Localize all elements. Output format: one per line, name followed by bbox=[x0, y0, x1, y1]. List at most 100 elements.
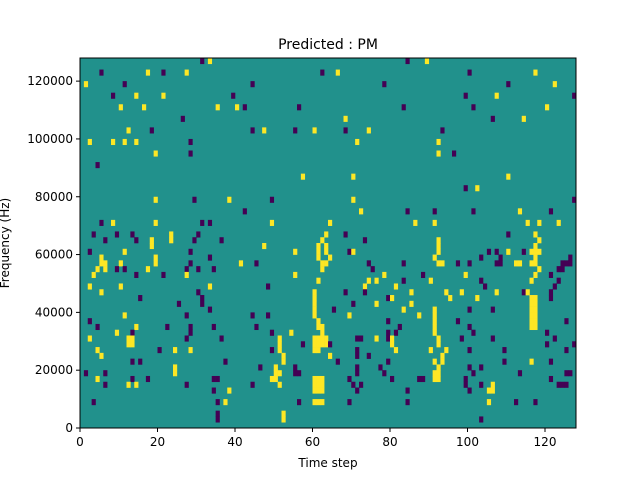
heatmap-cell bbox=[467, 323, 472, 331]
heatmap-cell bbox=[374, 277, 379, 284]
heatmap-cell bbox=[432, 208, 437, 215]
heatmap-cell bbox=[455, 260, 461, 267]
heatmap-cell bbox=[320, 266, 325, 273]
heatmap-cell bbox=[320, 323, 325, 331]
heatmap-cell bbox=[355, 347, 360, 354]
heatmap-cell bbox=[494, 260, 499, 267]
heatmap-cell bbox=[320, 329, 325, 336]
heatmap-cell bbox=[378, 364, 383, 371]
heatmap-cell bbox=[312, 289, 317, 296]
heatmap-cell bbox=[533, 254, 538, 261]
heatmap-cell bbox=[262, 127, 267, 134]
heatmap-cell bbox=[165, 323, 170, 331]
heatmap-cell bbox=[91, 399, 96, 406]
heatmap-cell bbox=[316, 254, 321, 261]
heatmap-cell bbox=[529, 277, 534, 284]
heatmap-cell bbox=[312, 295, 317, 302]
heatmap-cell bbox=[188, 347, 193, 354]
x-tick-label: 60 bbox=[305, 435, 320, 449]
heatmap-cell bbox=[409, 300, 414, 307]
heatmap-cell bbox=[467, 306, 472, 313]
heatmap-cell bbox=[297, 104, 302, 111]
heatmap-cell bbox=[196, 289, 201, 296]
heatmap-cell bbox=[111, 219, 116, 226]
heatmap-cell bbox=[328, 341, 333, 348]
heatmap-cell bbox=[397, 323, 402, 331]
heatmap-cell bbox=[525, 219, 530, 226]
heatmap-cell bbox=[421, 271, 426, 278]
heatmap-cell bbox=[471, 329, 476, 336]
heatmap-cell bbox=[393, 347, 399, 354]
heatmap-cell bbox=[293, 127, 298, 134]
heatmap-cell bbox=[347, 399, 352, 406]
x-axis-ticks: 0 20 40 60 80 100 120 bbox=[76, 428, 556, 449]
heatmap-cell bbox=[486, 387, 492, 394]
heatmap-cell bbox=[114, 266, 120, 273]
heatmap-cell bbox=[118, 104, 123, 111]
heatmap-cell bbox=[316, 341, 321, 348]
heatmap-cell bbox=[552, 283, 557, 290]
heatmap-cell bbox=[355, 387, 360, 394]
heatmap-cell bbox=[320, 381, 325, 388]
heatmap-cell bbox=[188, 329, 193, 336]
heatmap-cell bbox=[421, 375, 426, 383]
heatmap-cell bbox=[91, 231, 96, 238]
heatmap-cell bbox=[126, 127, 131, 134]
heatmap-cell bbox=[219, 335, 224, 342]
heatmap-cell bbox=[564, 260, 569, 267]
heatmap-cell bbox=[347, 248, 352, 255]
heatmap-cell bbox=[401, 306, 406, 313]
heatmap-cell bbox=[95, 323, 100, 331]
heatmap-cell bbox=[312, 335, 317, 342]
heatmap-cell bbox=[405, 208, 410, 215]
heatmap-cell bbox=[490, 335, 495, 342]
heatmap-cell bbox=[463, 381, 468, 388]
heatmap-cell bbox=[281, 352, 286, 359]
heatmap-cell bbox=[223, 358, 228, 365]
heatmap-cell bbox=[479, 381, 484, 388]
heatmap-cell bbox=[111, 138, 116, 146]
heatmap-cell bbox=[277, 341, 282, 348]
heatmap-cell bbox=[572, 341, 577, 348]
heatmap-cell bbox=[529, 260, 534, 267]
heatmap-cell bbox=[386, 329, 391, 336]
heatmap-cell bbox=[200, 300, 205, 307]
heatmap-cell bbox=[238, 260, 244, 267]
heatmap-cell bbox=[494, 248, 499, 255]
heatmap-cell bbox=[502, 358, 507, 365]
heatmap-cell bbox=[529, 318, 534, 325]
heatmap-cell bbox=[459, 335, 464, 342]
heatmap-cell bbox=[122, 81, 127, 88]
heatmap-cell bbox=[343, 231, 348, 238]
heatmap-cell bbox=[114, 231, 120, 238]
heatmap-cell bbox=[506, 248, 511, 255]
x-axis-label: Time step bbox=[297, 456, 357, 470]
heatmap-cell bbox=[467, 387, 472, 394]
y-axis-ticks: 0 20000 40000 60000 80000 100000 120000 bbox=[27, 74, 80, 435]
heatmap-cell bbox=[479, 277, 484, 284]
heatmap-cell bbox=[401, 104, 406, 111]
heatmap-cell bbox=[382, 370, 387, 377]
heatmap-cell bbox=[145, 69, 151, 76]
heatmap-cell bbox=[111, 92, 116, 99]
heatmap-cell bbox=[250, 127, 255, 134]
heatmap-cell bbox=[529, 312, 534, 319]
heatmap-cell bbox=[320, 341, 325, 348]
heatmap-cell bbox=[324, 243, 329, 250]
heatmap-cell bbox=[436, 243, 441, 250]
heatmap-cell bbox=[130, 375, 135, 383]
heatmap-cell bbox=[335, 358, 340, 365]
heatmap-cell bbox=[382, 81, 387, 88]
heatmap-cell bbox=[432, 375, 437, 383]
heatmap-cell bbox=[215, 410, 220, 417]
heatmap-cell bbox=[463, 185, 468, 192]
heatmap-cell bbox=[316, 375, 321, 383]
heatmap-cell bbox=[471, 370, 476, 377]
heatmap-cell bbox=[331, 306, 337, 313]
heatmap-cell bbox=[184, 381, 189, 388]
heatmap-cell bbox=[359, 381, 364, 388]
heatmap-cell bbox=[556, 277, 561, 284]
heatmap-cell bbox=[514, 399, 519, 406]
heatmap-cell bbox=[281, 410, 286, 417]
heatmap-cell bbox=[498, 254, 503, 261]
